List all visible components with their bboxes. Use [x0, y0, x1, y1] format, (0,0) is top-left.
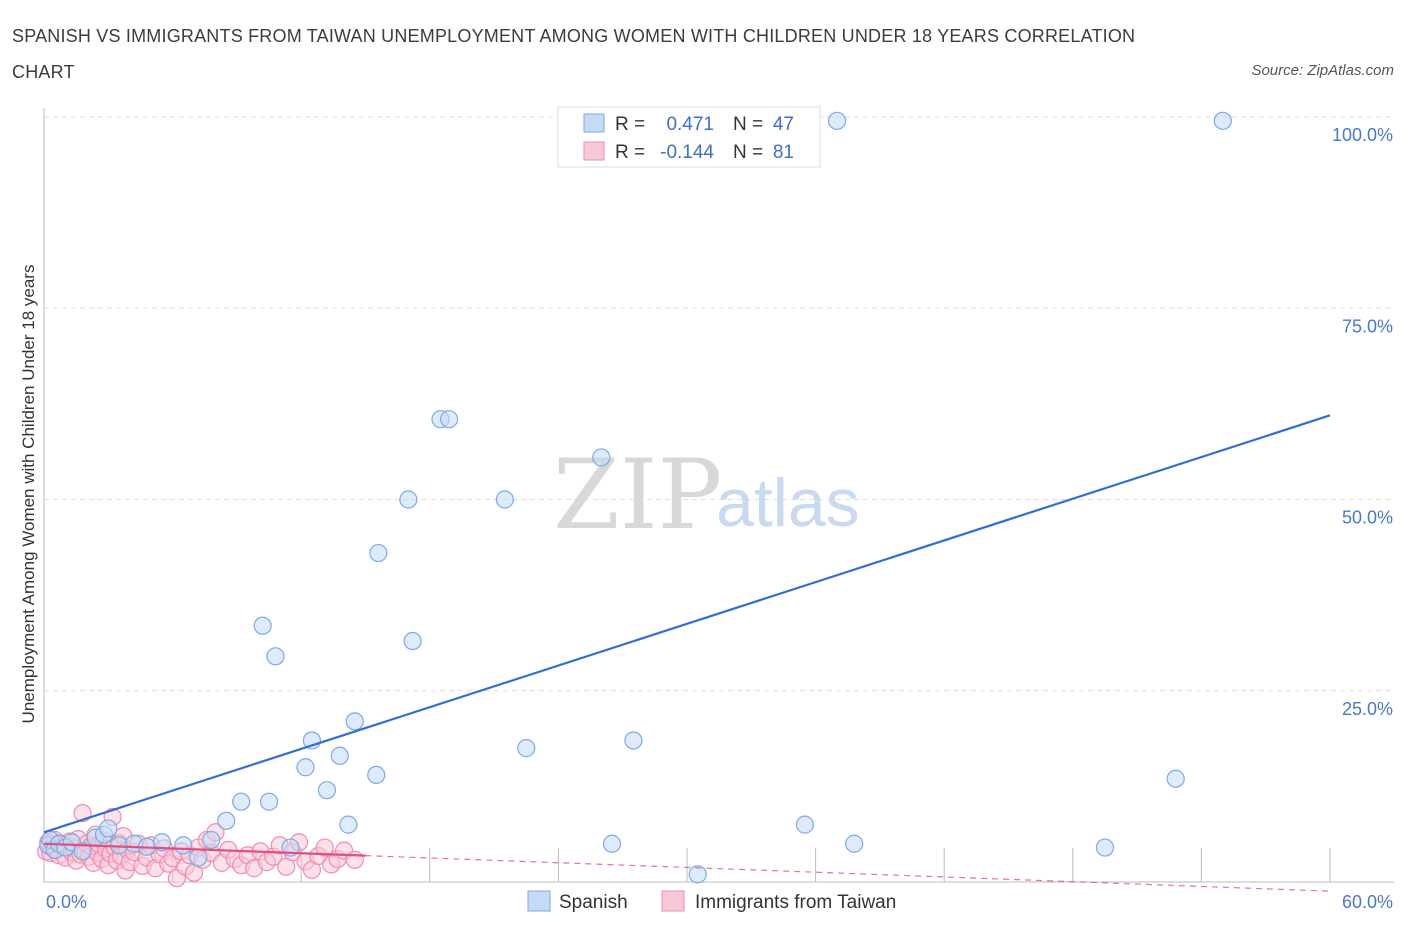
spanish-point-20	[259, 792, 279, 811]
spanish-point-44	[1095, 838, 1115, 857]
x-tick-labels: 0.0% 60.0%	[46, 892, 1393, 912]
stats-n-value-spanish: 47	[773, 114, 794, 135]
spanish-point-30	[369, 543, 388, 563]
legend-label-taiwan: Immigrants from Taiwan	[695, 892, 896, 913]
y-tick-label-25: 25.0%	[1342, 699, 1393, 719]
stats-r-value-taiwan: -0.144	[660, 142, 714, 163]
stats-box: R = 0.471 N = 47 R = -0.144 N = 81	[557, 106, 821, 168]
legend-swatch-taiwan	[661, 890, 685, 912]
trend-lines	[43, 414, 1331, 892]
series-spanish-points	[39, 111, 1232, 884]
y-axis-label: Unemployment Among Women with Children U…	[19, 265, 38, 724]
spanish-point-40	[688, 865, 707, 884]
spanish-point-17	[217, 811, 236, 830]
spanish-point-15	[189, 848, 208, 867]
x-tick-label-min: 0.0%	[46, 892, 87, 912]
trend-line-taiwan-extrapolated	[365, 855, 1331, 892]
spanish-point-16	[202, 830, 221, 850]
spanish-point-9	[99, 819, 118, 838]
trend-line-spanish	[43, 414, 1331, 834]
spanish-point-26	[330, 746, 349, 765]
stats-r-value-spanish: 0.471	[666, 114, 714, 135]
spanish-point-13	[152, 833, 171, 852]
stats-r-label-spanish: R =	[615, 114, 645, 135]
legend-label-spanish: Spanish	[559, 892, 628, 913]
stats-r-label-taiwan: R =	[615, 142, 645, 163]
stats-swatch-taiwan	[583, 141, 605, 161]
spanish-point-39	[624, 731, 643, 750]
spanish-point-46	[1213, 111, 1232, 130]
spanish-point-28	[345, 712, 364, 731]
spanish-point-37	[592, 448, 611, 467]
taiwan-point-76	[315, 838, 334, 857]
spanish-point-38	[602, 834, 622, 853]
watermark-zip: ZIP	[553, 439, 722, 551]
chart-title: SPANISH VS IMMIGRANTS FROM TAIWAN UNEMPL…	[12, 26, 1136, 82]
y-tick-labels: 25.0% 50.0% 75.0% 100.0%	[1332, 125, 1393, 719]
spanish-point-6	[73, 842, 92, 861]
spanish-point-31	[399, 490, 418, 509]
y-tick-label-75: 75.0%	[1342, 316, 1393, 336]
spanish-point-25	[317, 781, 337, 800]
axes	[43, 108, 1394, 883]
grid-lines	[44, 116, 1394, 692]
stats-n-label-taiwan: N =	[733, 142, 763, 163]
spanish-point-32	[403, 631, 422, 651]
watermark: ZIP atlas	[553, 439, 860, 551]
stats-n-label-spanish: N =	[733, 114, 763, 135]
spanish-point-27	[339, 815, 358, 834]
stats-swatch-spanish	[583, 113, 605, 133]
spanish-point-23	[296, 758, 315, 777]
taiwan-point-80	[345, 850, 364, 869]
y-tick-label-50: 50.0%	[1342, 508, 1393, 528]
legend-swatch-spanish	[527, 890, 551, 912]
spanish-point-34	[439, 410, 459, 429]
spanish-point-35	[495, 490, 514, 509]
y-tick-label-100: 100.0%	[1332, 125, 1393, 145]
spanish-point-42	[827, 111, 847, 130]
legend: Spanish Immigrants from Taiwan	[527, 890, 896, 913]
spanish-point-43	[845, 834, 864, 853]
spanish-point-14	[174, 836, 193, 855]
x-tick-label-max: 60.0%	[1342, 892, 1393, 912]
spanish-point-45	[1166, 769, 1185, 788]
spanish-point-18	[232, 792, 251, 811]
spanish-point-21	[266, 647, 285, 666]
watermark-atlas: atlas	[716, 465, 860, 541]
spanish-point-29	[367, 765, 386, 785]
spanish-point-19	[253, 616, 272, 635]
trend-line-taiwan	[43, 842, 366, 857]
source-label: Source: ZipAtlas.com	[1251, 62, 1394, 79]
spanish-point-36	[517, 739, 536, 758]
stats-n-value-taiwan: 81	[773, 142, 794, 163]
spanish-point-41	[795, 815, 814, 834]
